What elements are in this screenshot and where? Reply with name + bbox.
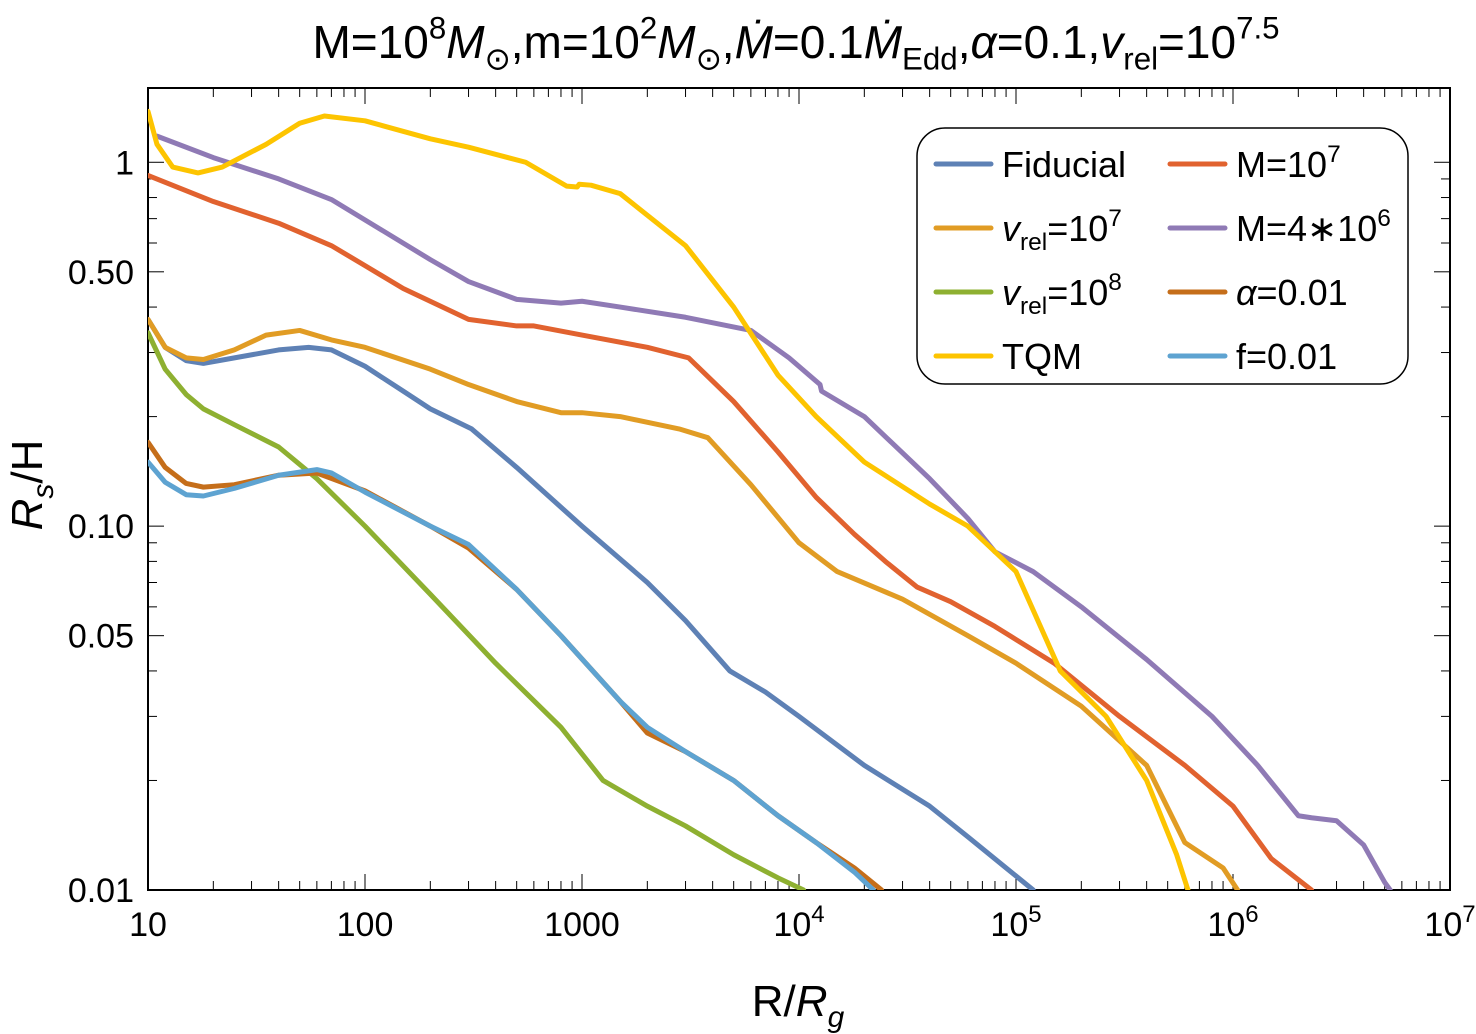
x-tick-label-base: 10 (1424, 906, 1462, 944)
text-part: TQM (1002, 336, 1082, 377)
text-part: 8 (429, 11, 446, 46)
text-part: =0.1, (997, 16, 1101, 68)
text-part: rel (1020, 229, 1047, 256)
x-tick-label: 1000 (544, 906, 620, 944)
x-tick-label-exp: 5 (1028, 901, 1041, 928)
x-tick-label: 10 (129, 906, 167, 944)
legend-label-m7: M=107 (1236, 141, 1341, 185)
text-part: R/ (752, 977, 797, 1026)
legend-label-vrel8: vrel=108 (1002, 269, 1122, 320)
series-line-vrel8 (148, 330, 807, 890)
text-part: v (1002, 272, 1022, 313)
x-tick-label: 107 (1424, 901, 1475, 944)
x-tick-label-base: 10 (129, 906, 167, 944)
text-part: R (3, 499, 52, 531)
text-part: 2 (640, 11, 657, 46)
y-tick-label: 0.01 (68, 872, 134, 910)
y-axis: 0.01 0.05 0.10 0.50 1 (68, 144, 1450, 910)
text-part: M=4∗10 (1236, 208, 1377, 249)
text-part: 6 (1377, 205, 1391, 232)
text-part: v (1002, 208, 1022, 249)
text-part: Edd (902, 42, 958, 77)
x-tick-label-exp: 4 (811, 901, 824, 928)
legend-label-f001: f=0.01 (1236, 336, 1337, 377)
legend-label-alpha001: α=0.01 (1236, 272, 1348, 313)
text-part: M=10 (312, 16, 428, 68)
text-part: v (1100, 16, 1126, 68)
text-part: Fiducial (1002, 144, 1126, 185)
text-part: M (657, 16, 696, 68)
text-part: =0.1 (773, 16, 864, 68)
text-part: , (958, 16, 971, 68)
x-tick-label-base: 10 (773, 906, 811, 944)
legend-label-vrel7: vrel=107 (1002, 205, 1122, 256)
x-axis: 10 100 1000 104 105 106 107 (129, 88, 1476, 944)
text-part: =10 (1047, 208, 1108, 249)
text-part: , (722, 16, 735, 68)
text-part: rel (1020, 293, 1047, 320)
chart-title: M=108M⊙,m=102M⊙,Ṁ=0.1ṀEdd,α=0.1,vrel=107… (312, 11, 1279, 77)
x-tick-label: 106 (1207, 901, 1258, 944)
x-tick-label-base: 1000 (544, 906, 620, 944)
x-tick-label-exp: 6 (1245, 901, 1258, 928)
legend-label-m4e6: M=4∗106 (1236, 205, 1391, 249)
series-line-fiducial (148, 316, 1036, 890)
text-part: /H (3, 440, 52, 484)
legend-box (916, 127, 1409, 385)
x-tick-label-base: 10 (1207, 906, 1245, 944)
x-tick-label: 100 (337, 906, 394, 944)
legend-label-tqm: TQM (1002, 336, 1082, 377)
y-axis-label: Rs/H (3, 440, 60, 531)
series-line-f001 (148, 459, 876, 890)
y-tick-label: 0.05 (68, 618, 134, 656)
text-part: M (446, 16, 485, 68)
series-line-tqm (148, 108, 1191, 890)
text-part: f=0.01 (1236, 336, 1337, 377)
text-part: Ṁ (735, 16, 774, 68)
text-part: R (796, 977, 828, 1026)
text-part: α (1236, 272, 1258, 313)
text-part: ⊙ (485, 42, 511, 77)
series-line-m7 (148, 172, 1314, 890)
legend-label-fiducial: Fiducial (1002, 144, 1126, 185)
x-tick-label-exp: 7 (1462, 901, 1475, 928)
series-line-m4e6 (154, 133, 1393, 890)
text-part: =10 (1047, 272, 1108, 313)
x-tick-label: 105 (990, 901, 1041, 944)
text-part: g (828, 1001, 845, 1034)
text-part: s (27, 484, 60, 499)
x-tick-label: 104 (773, 901, 824, 944)
text-part: 7 (1327, 141, 1341, 168)
y-tick-label: 1 (115, 144, 134, 182)
y-tick-label: 0.10 (68, 508, 134, 546)
x-tick-label-base: 100 (337, 906, 394, 944)
text-part: rel (1123, 42, 1158, 77)
text-part: Ṁ (864, 16, 903, 68)
text-part: =0.01 (1257, 272, 1348, 313)
text-part: ⊙ (696, 42, 722, 77)
y-tick-label: 0.50 (68, 254, 134, 292)
series-line-vrel7 (148, 316, 1241, 890)
text-part: M=10 (1236, 144, 1327, 185)
text-part: 7 (1108, 205, 1122, 232)
x-tick-label-base: 10 (990, 906, 1028, 944)
text-part: =10 (1158, 16, 1236, 68)
plot-area (148, 108, 1393, 890)
text-part: ,m=10 (511, 16, 640, 68)
text-part: 7.5 (1236, 11, 1279, 46)
text-part: 8 (1108, 269, 1122, 296)
x-axis-label: R/Rg (752, 977, 845, 1034)
text-part: α (970, 16, 998, 68)
